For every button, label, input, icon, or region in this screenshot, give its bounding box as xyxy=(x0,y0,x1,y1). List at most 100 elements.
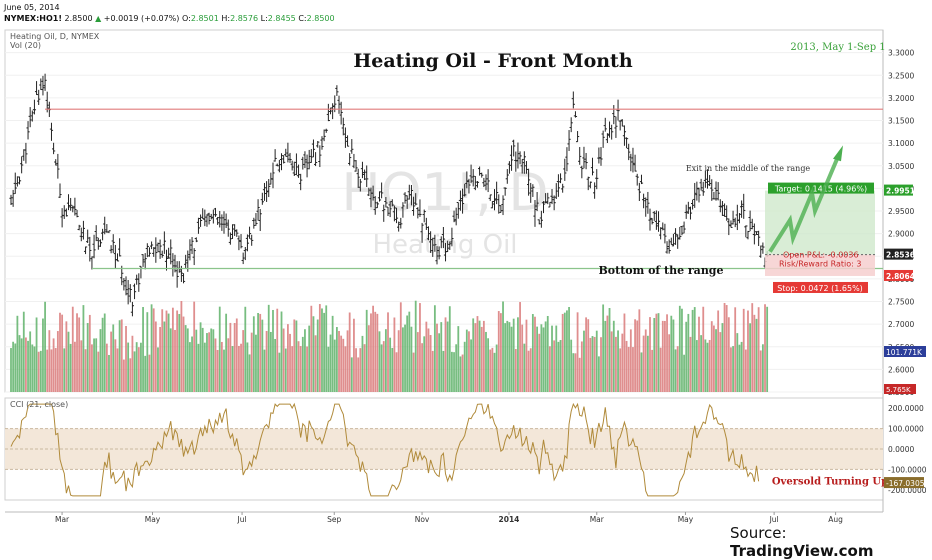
volume-bar xyxy=(240,343,242,392)
symbol-label: NYMEX:HO1! xyxy=(4,14,62,23)
volume-bar xyxy=(227,338,230,392)
volume-bar xyxy=(597,356,600,392)
up-arrow-icon: ▲ xyxy=(95,14,102,23)
volume-bar xyxy=(250,332,253,392)
volume-bar xyxy=(412,352,415,392)
volume-bar xyxy=(678,305,681,392)
volume-bar xyxy=(489,349,492,392)
volume-bar xyxy=(521,324,524,392)
volume-bar xyxy=(199,322,202,392)
volume-bar xyxy=(318,304,321,392)
volume-bar xyxy=(604,320,607,392)
volume-bar xyxy=(561,313,564,392)
volume-bar xyxy=(629,329,632,392)
volume-bar xyxy=(178,314,181,392)
volume-bar xyxy=(691,309,694,392)
volume-bar xyxy=(393,317,396,392)
volume-bar xyxy=(740,341,743,392)
volume-bar xyxy=(344,346,347,392)
volume-bar xyxy=(86,323,89,392)
volume-bar xyxy=(453,352,455,392)
volume-bar xyxy=(672,319,675,392)
volume-bar xyxy=(108,354,110,392)
volume-bar xyxy=(761,344,764,392)
volume-bar xyxy=(22,311,25,392)
volume-bar xyxy=(291,346,294,392)
volume-bar xyxy=(491,347,494,392)
projection-arrow xyxy=(768,155,840,253)
volume-bar xyxy=(425,321,428,392)
cci-layer xyxy=(5,402,883,497)
volume-bar xyxy=(506,320,509,392)
volume-bar xyxy=(595,330,598,392)
volume-bar xyxy=(148,354,151,392)
volume-bar xyxy=(485,331,487,392)
volume-bar xyxy=(137,347,140,392)
low-value: 2.8455 xyxy=(267,14,296,23)
volume-bar xyxy=(314,335,317,392)
close-value: 2.8500 xyxy=(306,14,335,23)
volume-bar xyxy=(474,323,477,392)
volume-bar xyxy=(638,309,641,392)
volume-bar xyxy=(257,313,259,392)
volume-bar xyxy=(404,324,406,392)
volume-bar xyxy=(355,348,357,392)
price-tick-label: 2.7500 xyxy=(888,298,914,307)
target-label-box xyxy=(768,182,874,194)
volume-bar xyxy=(80,340,83,392)
volume-bar xyxy=(129,358,132,392)
target-price-tag: 2.9951 xyxy=(886,187,915,196)
volume-bar xyxy=(338,330,340,392)
volume-bar xyxy=(757,307,760,392)
volume-bar xyxy=(37,351,40,392)
volume-bar xyxy=(698,316,700,392)
volume-bar xyxy=(444,317,447,392)
volume-bar xyxy=(97,351,100,392)
stop-price-tag: 2.8064 xyxy=(886,272,915,281)
volume-bar xyxy=(416,332,419,392)
volume-bar xyxy=(727,317,730,392)
volume-bar xyxy=(557,341,560,392)
source-credit: Source: TradingView.com xyxy=(730,524,932,560)
time-tick-label: 2014 xyxy=(499,515,520,524)
volume-bar xyxy=(406,315,409,392)
volume-bar xyxy=(78,317,81,392)
volume-bar xyxy=(661,320,664,392)
volume-bar xyxy=(531,314,534,392)
volume-bar xyxy=(495,344,498,392)
volume-bar xyxy=(766,306,769,392)
volume-bar xyxy=(210,328,213,392)
volume-ma-tag: 5.765K xyxy=(886,386,911,394)
volume-bar xyxy=(261,319,264,392)
volume-bar xyxy=(408,311,411,392)
volume-bar xyxy=(195,329,198,392)
volume-bar xyxy=(512,318,515,392)
volume-bar xyxy=(269,331,272,392)
time-tick-label: May xyxy=(145,515,161,524)
volume-bar xyxy=(612,320,615,392)
volume-bar xyxy=(519,302,521,392)
risk-reward-label: Risk/Reward Ratio: 3 xyxy=(779,260,861,269)
volume-bar xyxy=(65,321,68,392)
volume-bar xyxy=(293,319,296,392)
volume-bar xyxy=(67,331,70,392)
volume-bar xyxy=(472,318,475,392)
current-price-tag: 2.8536 xyxy=(886,251,915,260)
price-tick-label: 3.0500 xyxy=(888,162,914,171)
volume-bar xyxy=(695,340,698,392)
volume-bar xyxy=(140,342,142,392)
volume-bar xyxy=(242,330,245,392)
volume-bar xyxy=(152,308,155,392)
volume-bar xyxy=(623,313,626,392)
volume-bar xyxy=(572,353,575,392)
volume-bar xyxy=(235,318,238,392)
stop-price-tag-box xyxy=(884,269,913,281)
change-value: +0.0019 (+0.07%) xyxy=(103,14,180,23)
volume-bar xyxy=(721,323,724,392)
volume-bar xyxy=(548,346,551,392)
volume-bar xyxy=(566,310,568,392)
volume-bar xyxy=(197,343,200,392)
volume-bar xyxy=(335,327,338,392)
volume-bar xyxy=(267,304,270,392)
